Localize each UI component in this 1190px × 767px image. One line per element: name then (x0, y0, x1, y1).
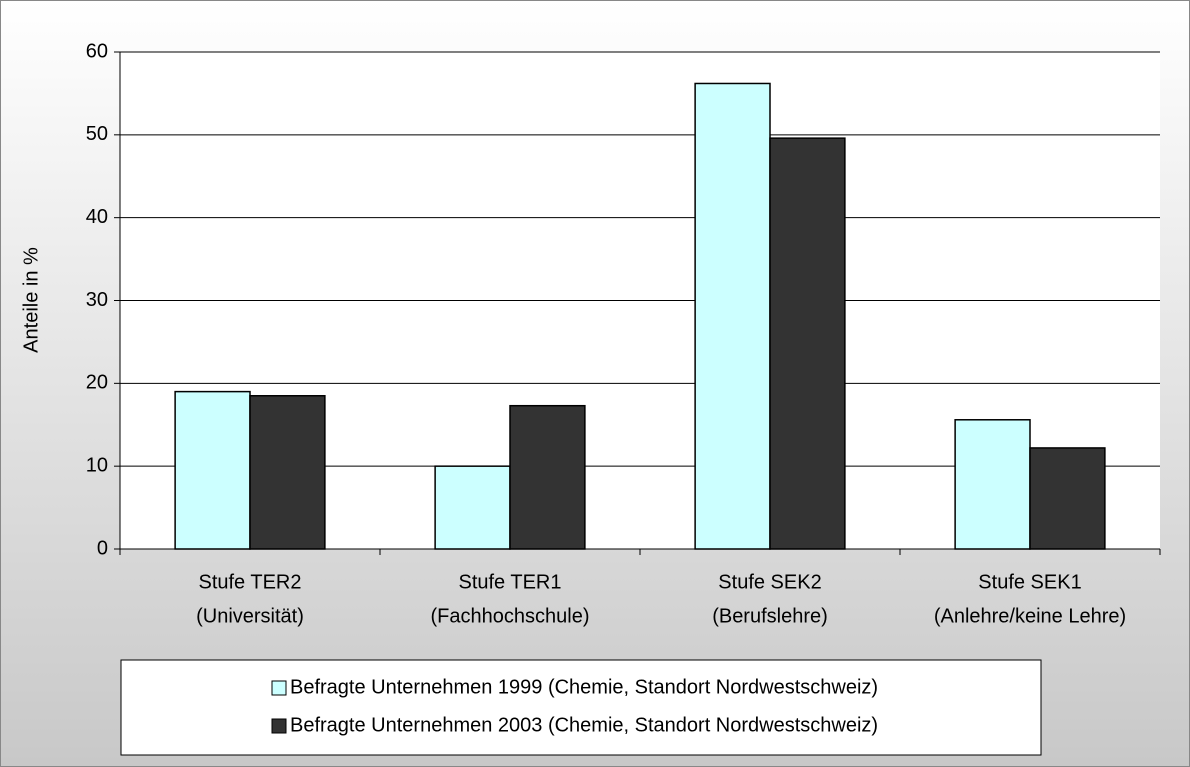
y-tick-label: 40 (86, 206, 108, 228)
x-tick-label: Stufe TER1 (458, 571, 561, 593)
legend-label: Befragte Unternehmen 2003 (Chemie, Stand… (290, 714, 878, 736)
bar (434, 465, 511, 550)
y-tick-label: 20 (86, 372, 108, 394)
bar (174, 390, 251, 550)
y-tick-label: 50 (86, 123, 108, 145)
bar (249, 395, 326, 550)
y-tick-label: 10 (86, 454, 108, 476)
x-tick-label: Stufe SEK2 (718, 571, 821, 593)
x-tick-label: (Universität) (196, 605, 304, 627)
x-tick-label: Stufe SEK1 (978, 571, 1081, 593)
bar (1029, 447, 1106, 550)
legend-swatch (271, 718, 287, 734)
bar (954, 419, 1031, 550)
x-tick-label: Stufe TER2 (198, 571, 301, 593)
legend (120, 659, 1042, 756)
y-tick-label: 0 (97, 537, 108, 559)
x-tick-label: (Berufslehre) (712, 605, 828, 627)
legend-swatch (271, 680, 287, 696)
x-tick-label: (Fachhochschule) (431, 605, 590, 627)
y-axis-title: Anteile in % (20, 247, 42, 353)
bar (694, 82, 771, 550)
bar (509, 404, 586, 550)
x-tick-label: (Anlehre/keine Lehre) (934, 605, 1126, 627)
y-tick-label: 30 (86, 289, 108, 311)
legend-label: Befragte Unternehmen 1999 (Chemie, Stand… (290, 676, 878, 698)
y-tick-label: 60 (86, 40, 108, 62)
bar (769, 137, 846, 550)
